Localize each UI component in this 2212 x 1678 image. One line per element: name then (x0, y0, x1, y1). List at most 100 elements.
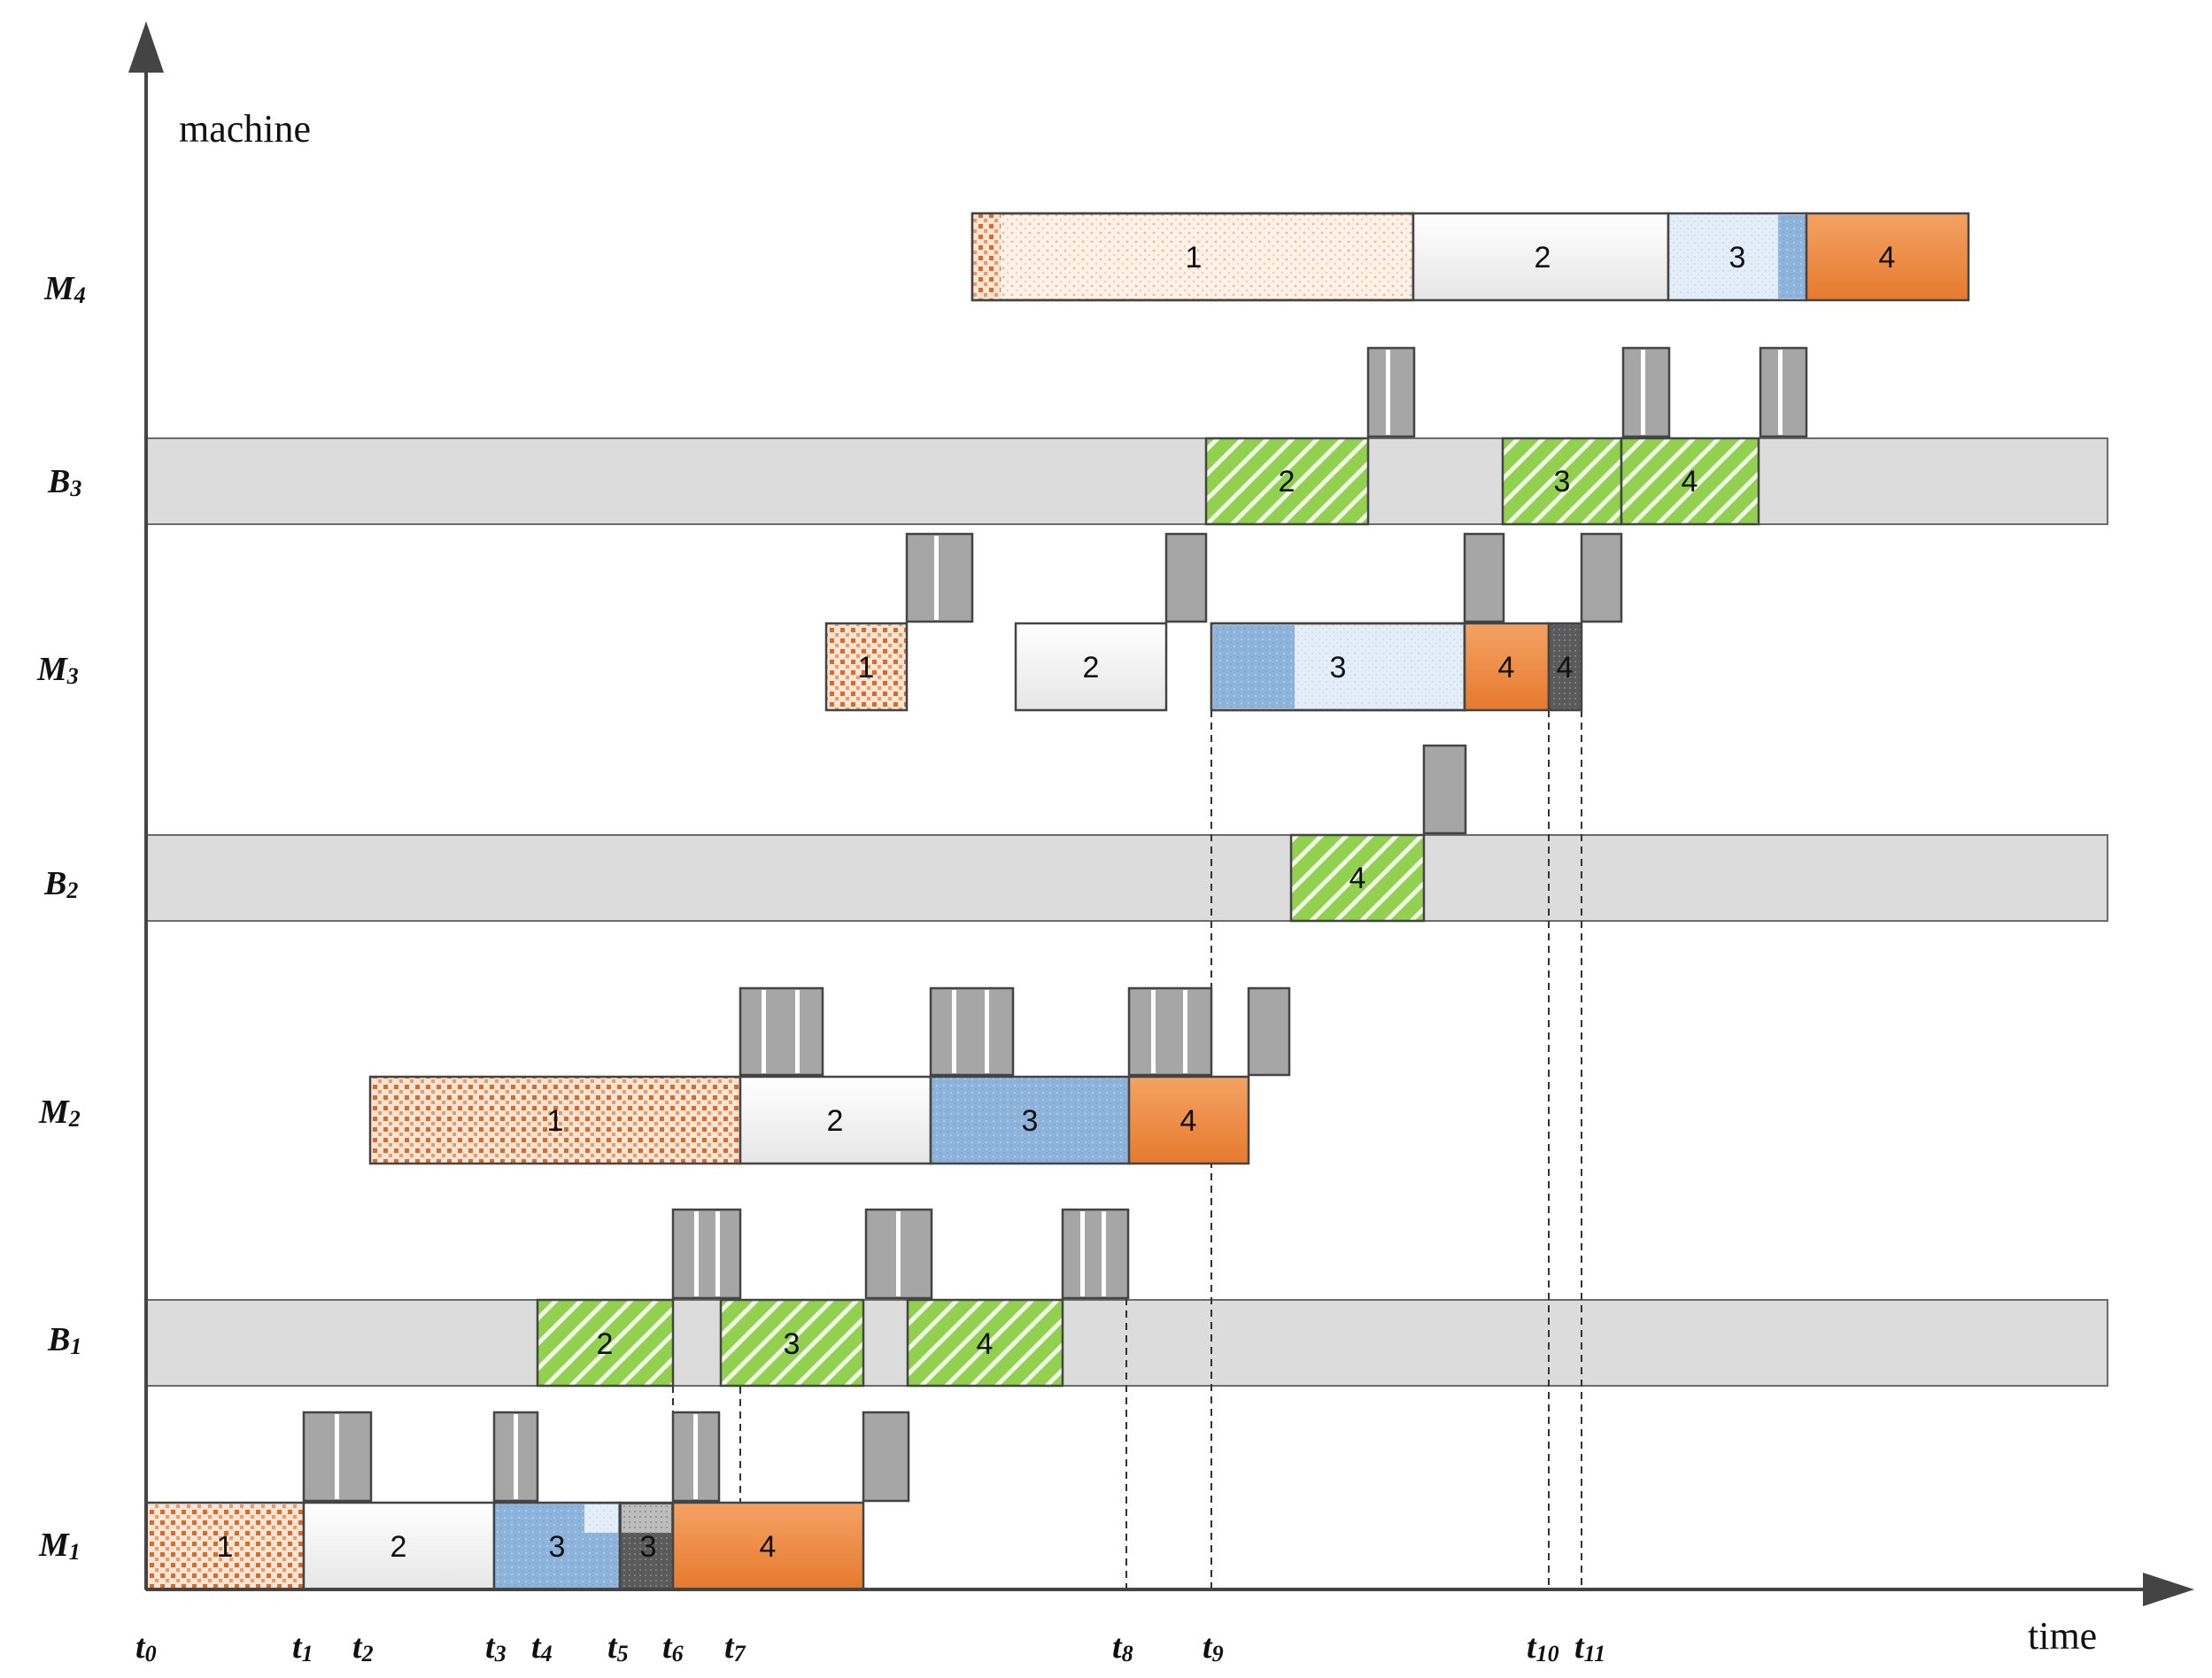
m1-job3b-top (622, 1504, 671, 1533)
m1-job1-label: 1 (217, 1530, 234, 1564)
tick-label: t5 (607, 1628, 629, 1666)
m2-job4-label: 4 (1180, 1104, 1197, 1138)
tick-label: t1 (292, 1628, 313, 1666)
transfer-block (492, 1411, 539, 1503)
m2-job3-block (929, 1075, 1131, 1165)
transfer-block (1164, 532, 1208, 623)
m3-job4b-label: 4 (1557, 651, 1574, 684)
m3-job3-edge (1213, 625, 1295, 708)
tick-label: t2 (352, 1628, 374, 1666)
buffer-lane-b3 (145, 437, 2108, 525)
transfer-block (1759, 346, 1808, 438)
y-axis-label: machine (179, 107, 311, 151)
tick-label: t3 (485, 1628, 507, 1666)
row-label-m4: M4 (43, 270, 86, 308)
m4-job3-label: 3 (1729, 241, 1746, 275)
transfer-block (905, 532, 974, 623)
m4-job4-block (1805, 212, 1970, 302)
transfer-blocks (302, 346, 1808, 1503)
tick-label: t6 (662, 1628, 684, 1666)
b1-job3-block (719, 1298, 865, 1388)
m2-job4-block (1127, 1075, 1250, 1165)
transfer-block (1061, 1208, 1130, 1300)
y-axis-arrow-icon (128, 21, 164, 73)
m2-job1-label: 1 (547, 1104, 564, 1138)
m3-job3-label: 3 (1330, 651, 1347, 684)
row-m3 (824, 622, 1583, 712)
m3-job1-block (824, 622, 909, 712)
m3-job4-label: 4 (1498, 651, 1515, 684)
transfer-block (929, 986, 1015, 1077)
m1-job3-label: 3 (549, 1530, 566, 1564)
transfer-block (671, 1411, 721, 1503)
tick-label: t10 (1527, 1628, 1559, 1666)
b3-job3-label: 3 (1554, 465, 1571, 499)
row-m2 (368, 1075, 1250, 1165)
m3-job4-block (1463, 622, 1551, 712)
m4-job4-label: 4 (1879, 241, 1896, 275)
row-b1 (536, 1298, 1064, 1388)
tick-label: t7 (724, 1628, 746, 1666)
m3-job4b-block (1547, 622, 1583, 712)
m1-job4-block (671, 1501, 865, 1591)
row-label-b2: B2 (43, 865, 78, 903)
m4-job1-edge (972, 213, 1001, 300)
row-b2 (1289, 833, 1426, 923)
tick-label: t0 (135, 1628, 157, 1666)
transfer-block (302, 1411, 373, 1503)
axes: machine time (128, 21, 2194, 1658)
m4-job2-block (1412, 212, 1670, 302)
b1-job3-label: 3 (784, 1327, 800, 1361)
m2-job2-label: 2 (827, 1104, 844, 1138)
transfer-block (1463, 532, 1505, 623)
row-label-m1: M1 (38, 1527, 81, 1565)
m3-job1-label: 1 (858, 651, 875, 684)
row-m1 (144, 1501, 865, 1591)
row-b3 (1204, 437, 1760, 526)
tick-label: t8 (1112, 1628, 1133, 1666)
transfer-block (1247, 986, 1291, 1077)
b3-job2-block (1204, 437, 1370, 526)
m2-job3-label: 3 (1022, 1104, 1039, 1138)
transfer-block (1580, 532, 1623, 623)
m1-job4-label: 4 (760, 1530, 777, 1564)
row-m4 (971, 212, 1970, 302)
tick-label: t9 (1203, 1628, 1224, 1666)
m4-job1-label: 1 (1186, 241, 1203, 275)
x-axis-arrow-icon (2143, 1573, 2194, 1606)
transfer-block (1621, 346, 1671, 438)
row-label-m2: M2 (38, 1094, 81, 1132)
b3-job4-block (1620, 437, 1760, 526)
transfer-block (1422, 744, 1467, 835)
m4-job2-label: 2 (1535, 241, 1551, 275)
row-label-b1: B1 (47, 1321, 81, 1359)
b3-job2-label: 2 (1279, 465, 1295, 499)
b2-job4-label: 4 (1350, 862, 1366, 895)
b3-job4-label: 4 (1682, 465, 1698, 499)
row-labels: M4 B3 M3 B2 M2 B1 M1 (36, 270, 86, 1565)
transfer-block (1366, 346, 1416, 438)
row-label-m3: M3 (36, 651, 79, 689)
m1-job2-block (302, 1501, 496, 1591)
m1-job3b-label: 3 (640, 1530, 657, 1564)
tick-label: t11 (1574, 1628, 1605, 1666)
b1-job4-label: 4 (977, 1327, 994, 1361)
x-axis-label: time (2028, 1614, 2097, 1658)
m1-job3-corner (584, 1504, 618, 1533)
transfer-block (864, 1208, 933, 1300)
m4-job3-edge (1778, 215, 1806, 298)
b1-job2-block (536, 1298, 675, 1388)
b2-job4-block (1289, 833, 1426, 923)
tick-label: t4 (531, 1628, 553, 1666)
b1-job4-block (906, 1298, 1064, 1388)
transfer-block (739, 986, 824, 1077)
m3-job2-label: 2 (1083, 651, 1100, 684)
b1-job2-label: 2 (597, 1327, 614, 1361)
m1-job2-label: 2 (391, 1530, 407, 1564)
row-label-b3: B3 (47, 463, 81, 501)
time-tick-labels: t0 t1 t2 t3 t4 t5 t6 t7 t8 t9 t10 t11 (135, 1628, 1605, 1666)
transfer-block (862, 1411, 910, 1503)
transfer-block (1127, 986, 1213, 1077)
transfer-block (671, 1208, 742, 1300)
